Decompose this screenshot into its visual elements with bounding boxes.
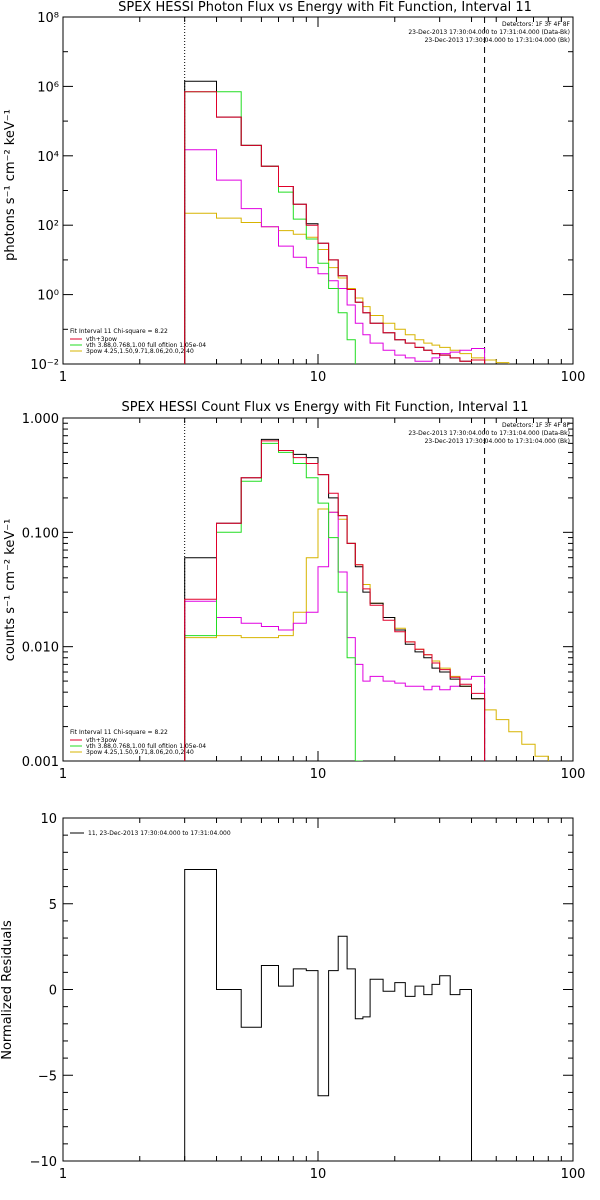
residuals-x-tick-label: 10 bbox=[310, 1167, 327, 1182]
photon-series-4 bbox=[184, 149, 486, 364]
photon-plot-frame bbox=[62, 16, 574, 365]
photon-legend-right-line2: 23-Dec-2013 17:30:04.000 to 17:31:04.000… bbox=[408, 29, 570, 36]
photon-y-tick-label: 10² bbox=[37, 219, 59, 234]
count-legend-right-line1: Detectors: 1F 3F 4F 8F bbox=[502, 422, 571, 429]
count-legend-left-line4: 3pow 4.25,1.50,9.71,8.06,20.0,2.40 bbox=[86, 749, 194, 756]
count-panel-title: SPEX HESSI Count Flux vs Energy with Fit… bbox=[121, 400, 528, 415]
count-y-tick-label: 0.100 bbox=[22, 526, 59, 541]
residuals-y-tick-label: −10 bbox=[30, 1155, 57, 1170]
count-series-1 bbox=[184, 440, 486, 761]
photon-x-tick-label: 1 bbox=[59, 370, 67, 385]
residuals-legend-label: 11, 23-Dec-2013 17:30:04.000 to 17:31:04… bbox=[88, 830, 231, 837]
count-series-4 bbox=[184, 511, 486, 761]
residuals-y-tick-label: 0 bbox=[49, 984, 57, 999]
photon-legend-left-line4: 3pow 4.25,1.50,9.71,8.06,20.0,2.40 bbox=[86, 348, 194, 355]
count-series-0 bbox=[184, 438, 486, 761]
residuals-y-tick-label: −5 bbox=[38, 1069, 57, 1084]
photon-flux-panel: SPEX HESSI Photon Flux vs Energy with Fi… bbox=[3, 0, 574, 365]
count-y-tick-label: 0.001 bbox=[22, 755, 59, 770]
count-y-tick-label: 1.000 bbox=[22, 412, 59, 427]
photon-x-tick-label: 10 bbox=[310, 370, 327, 385]
photon-series-2 bbox=[184, 91, 384, 364]
count-panel-ylabel: counts s⁻¹ cm⁻² keV⁻¹ bbox=[3, 519, 18, 662]
count-x-tick-label: 1 bbox=[59, 767, 67, 782]
count-legend-left-line1: Fit Interval 11 Chi-square = 8.22 bbox=[70, 729, 168, 736]
photon-y-tick-label: 10⁸ bbox=[37, 11, 59, 26]
photon-y-tick-label: 10⁻² bbox=[30, 358, 59, 373]
count-x-tick-label: 100 bbox=[561, 767, 586, 782]
count-legend-right-line2: 23-Dec-2013 17:30:04.000 to 17:31:04.000… bbox=[408, 430, 570, 437]
photon-legend-left-line1: Fit Interval 11 Chi-square = 8.22 bbox=[70, 328, 168, 335]
count-x-tick-label: 10 bbox=[310, 767, 327, 782]
residuals-panel: Normalized Residuals 11, 23-Dec-2013 17:… bbox=[0, 817, 574, 1162]
residuals-y-tick-label: 10 bbox=[40, 812, 57, 827]
residuals-x-tick-label: 1 bbox=[59, 1167, 67, 1182]
photon-panel-ylabel: photons s⁻¹ cm⁻² keV⁻¹ bbox=[3, 109, 18, 261]
residuals-x-tick-label: 100 bbox=[561, 1167, 586, 1182]
photon-series-1 bbox=[184, 91, 486, 364]
photon-series-0 bbox=[184, 80, 486, 364]
photon-legend-right-line1: Detectors: 1F 3F 4F 8F bbox=[502, 21, 571, 28]
photon-series-3 bbox=[184, 212, 523, 364]
photon-y-tick-label: 10⁴ bbox=[37, 150, 59, 165]
count-y-tick-label: 0.010 bbox=[22, 641, 59, 656]
count-legend-left-line2: vth+3pow bbox=[86, 737, 117, 744]
count-series-2 bbox=[184, 442, 363, 761]
photon-y-tick-label: 10⁶ bbox=[37, 80, 59, 95]
photon-legend-left-line2: vth+3pow bbox=[86, 336, 117, 343]
photon-y-tick-label: 10⁰ bbox=[37, 289, 59, 304]
count-series-3 bbox=[184, 508, 549, 761]
photon-legend-right-line3: 23-Dec-2013 17:30:04.000 to 17:31:04.000… bbox=[425, 37, 570, 44]
photon-x-tick-label: 100 bbox=[561, 370, 586, 385]
residuals-y-tick-label: 5 bbox=[49, 898, 57, 913]
photon-panel-title: SPEX HESSI Photon Flux vs Energy with Fi… bbox=[118, 0, 532, 15]
count-flux-panel: SPEX HESSI Count Flux vs Energy with Fit… bbox=[3, 400, 574, 762]
photon-legend-left-line3: vth 3.88,0.768,1.00 full ofition 1.05e-0… bbox=[86, 342, 206, 349]
count-legend-right-line3: 23-Dec-2013 17:30:04.000 to 17:31:04.000… bbox=[425, 438, 570, 445]
residuals-panel-ylabel: Normalized Residuals bbox=[0, 920, 15, 1060]
count-legend-left-line3: vth 3.88,0.768,1.00 full ofition 1.05e-0… bbox=[86, 743, 206, 750]
residuals-series-0 bbox=[184, 869, 472, 1161]
